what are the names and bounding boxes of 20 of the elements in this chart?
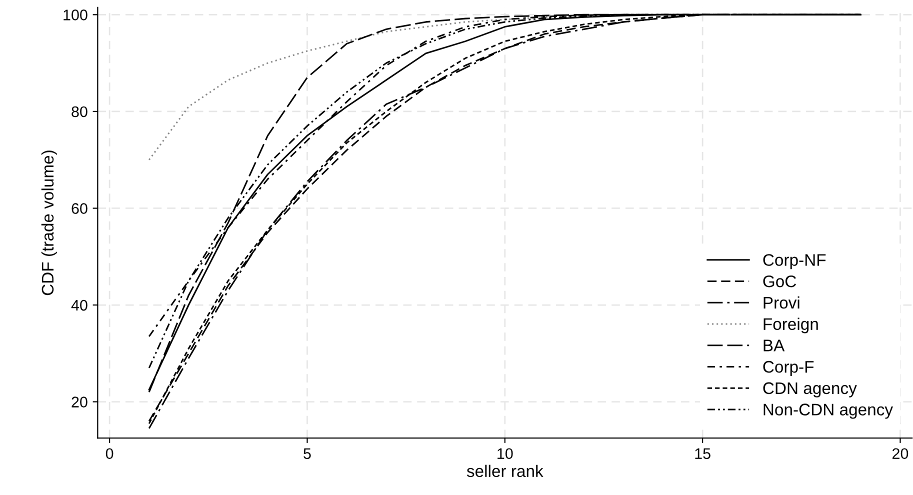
legend-label: Corp-F (763, 360, 814, 376)
legend-label: BA (764, 340, 785, 352)
legend-label: CDN agency (763, 382, 857, 398)
x-tick-label: 0 (106, 448, 114, 460)
x-tick-label: 20 (892, 448, 908, 460)
x-tick-label: 10 (498, 448, 513, 460)
legend-label: Non-CDN agency (764, 404, 893, 419)
x-axis-title: seller rank (466, 464, 544, 478)
x-tick-label: 15 (695, 448, 710, 460)
legend-label: Provi (764, 296, 800, 309)
legend-label: GoC (763, 275, 796, 288)
y-tick-label: 20 (72, 396, 88, 408)
legend-label: Corp-NF (763, 254, 826, 270)
y-tick-label: 80 (72, 106, 88, 118)
legend-label: Foreign (764, 318, 818, 334)
x-tick-label: 5 (304, 448, 311, 460)
y-tick-label: 100 (64, 10, 88, 20)
y-axis-title: CDF (trade volume) (41, 150, 57, 296)
y-tick-label: 40 (71, 300, 88, 311)
y-tick-label: 60 (72, 203, 88, 214)
